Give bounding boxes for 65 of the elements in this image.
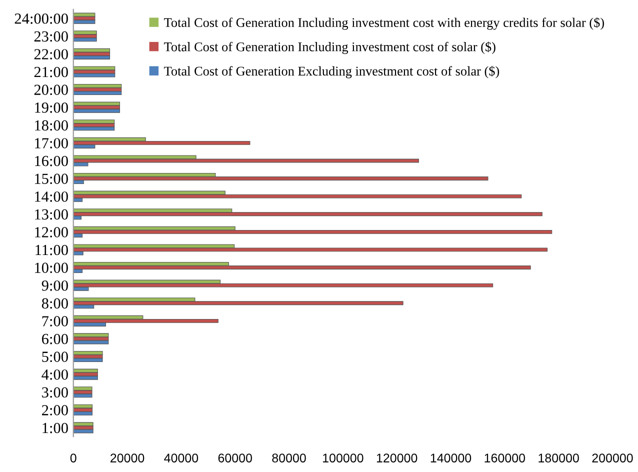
bar [73, 140, 250, 145]
y-tick-label: 19:00 [35, 102, 68, 113]
y-tick-label: 17:00 [35, 138, 68, 148]
bar [73, 56, 110, 60]
bar [73, 394, 92, 398]
bar [73, 108, 120, 113]
bar [73, 368, 98, 373]
y-tick-label: 6:00 [42, 334, 68, 344]
bar [73, 336, 109, 341]
y-tick-label: 14:00 [35, 191, 68, 202]
bar [73, 38, 97, 42]
y-tick-label: 9:00 [42, 280, 68, 291]
y-tick-label: 15:00 [35, 174, 68, 184]
bar [73, 194, 522, 198]
y-tick-label: 20:00 [34, 84, 68, 96]
x-tick-label: 160000 [484, 454, 526, 462]
legend-label: Total Cost of Generation Excluding investment cost of solar ($) [164, 66, 500, 78]
bar [73, 73, 116, 78]
bar [73, 266, 531, 270]
y-tick-label: 2:00 [42, 405, 68, 416]
x-tick-label: 180000 [538, 454, 579, 462]
x-tick-label: 40000 [164, 454, 198, 462]
bar [73, 70, 116, 74]
x-tick-label: 80000 [272, 454, 306, 462]
x-tick-label: 200000 [592, 454, 633, 462]
y-tick-label: 12:00 [35, 227, 68, 238]
y-tick-label: 24:00:00 [14, 13, 68, 24]
y-tick-label: 16:00 [35, 156, 68, 166]
bar [73, 411, 93, 416]
bar [73, 91, 122, 96]
y-tick-label: 21:00 [34, 66, 68, 78]
x-tick-label: 20000 [110, 454, 144, 462]
y-tick-label: 5:00 [42, 352, 68, 362]
bar [73, 126, 115, 131]
y-tick-label: 11:00 [36, 244, 68, 256]
y-tick-label: 23:00 [34, 31, 68, 42]
bar [73, 301, 404, 306]
bar [73, 358, 103, 362]
bar [73, 283, 494, 288]
bar [73, 20, 96, 24]
x-tick-label: 140000 [430, 454, 472, 462]
y-tick-label: 4:00 [42, 369, 68, 380]
y-tick-label: 3:00 [42, 387, 68, 398]
y-tick-label: 13:00 [35, 209, 68, 220]
x-tick-label: 60000 [218, 454, 252, 462]
bar [73, 230, 552, 234]
bar [73, 429, 94, 434]
bar [73, 248, 548, 252]
bar [73, 340, 109, 344]
bar [73, 158, 419, 163]
y-tick-label: 1:00 [42, 422, 68, 434]
legend-label: Total Cost of Generation Including investment cost with energy credits for solar ($) [164, 17, 604, 30]
x-tick-label: 120000 [376, 454, 418, 462]
y-tick-label: 10:00 [35, 262, 68, 274]
legend-label: Total Cost of Generation Including investment cost of solar ($) [164, 42, 496, 54]
x-tick-label: 100000 [323, 454, 364, 462]
bar [73, 318, 218, 323]
y-tick-label: 7:00 [42, 316, 68, 326]
y-tick-label: 8:00 [42, 298, 68, 309]
bar [73, 176, 488, 180]
bar [73, 376, 98, 380]
y-tick-label: 18:00 [35, 120, 68, 131]
bar [73, 212, 542, 216]
x-tick-label: 0 [70, 454, 76, 462]
y-tick-label: 22:00 [34, 49, 68, 60]
